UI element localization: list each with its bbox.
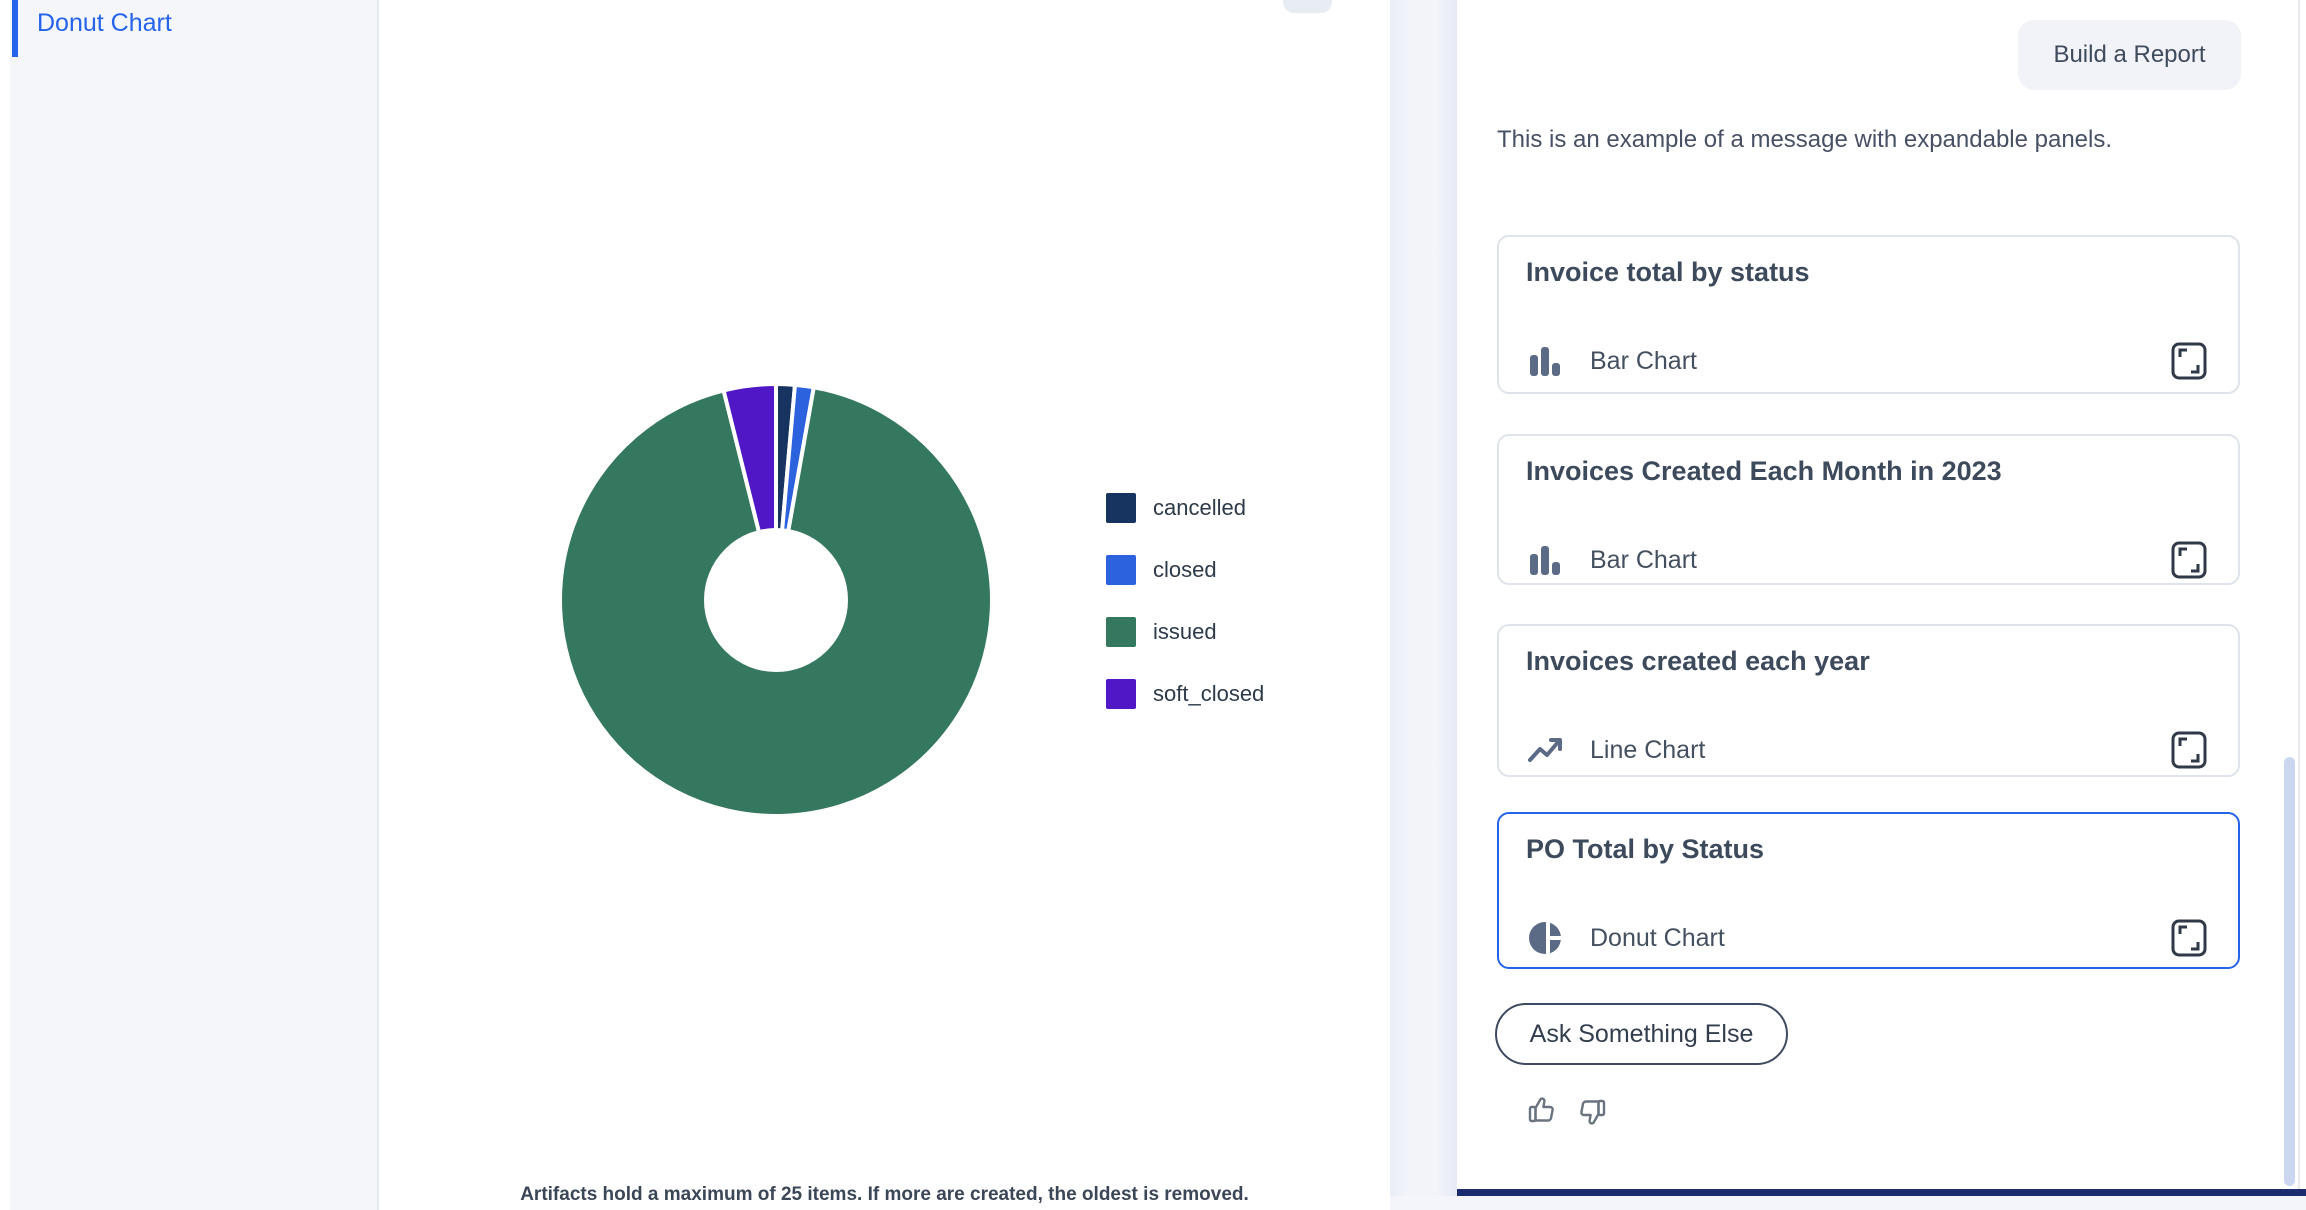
bar-chart-icon <box>1530 546 1560 575</box>
chat-input-top-border <box>1457 1189 2306 1196</box>
message-feedback <box>1527 1093 1607 1129</box>
panel-gutter <box>1390 0 1457 1210</box>
card-title: Invoices Created Each Month in 2023 <box>1526 456 2002 486</box>
panel-card-invoice-total-by-status[interactable]: Invoice total by status Bar Chart <box>1497 235 2240 394</box>
sidebar-item-label: Donut Chart <box>37 9 172 37</box>
partial-toolbar-chip[interactable] <box>1283 0 1332 13</box>
expand-card-button[interactable] <box>2166 725 2212 775</box>
panel-card-invoices-each-month[interactable]: Invoices Created Each Month in 2023 Bar … <box>1497 434 2240 585</box>
card-chart-type: Line Chart <box>1590 735 1706 764</box>
expand-icon <box>2171 541 2207 579</box>
expand-card-button[interactable] <box>2166 535 2212 585</box>
panel-card-po-total-by-status[interactable]: PO Total by Status Donut Chart <box>1497 812 2240 969</box>
expand-icon <box>2171 919 2207 957</box>
legend-swatch-soft-closed <box>1106 679 1136 709</box>
ask-something-else-button[interactable]: Ask Something Else <box>1495 1003 1788 1065</box>
donut-hole <box>704 528 848 672</box>
thumbs-up-icon[interactable] <box>1527 1093 1559 1129</box>
card-chart-type: Bar Chart <box>1590 545 1697 574</box>
artifact-limit-note: Artifacts hold a maximum of 25 items. If… <box>520 1184 1249 1205</box>
artifact-sidebar: Donut Chart <box>10 0 379 1210</box>
expand-icon <box>2171 342 2207 380</box>
build-report-button[interactable]: Build a Report <box>2018 20 2241 90</box>
card-title: Invoices created each year <box>1526 646 1870 676</box>
legend-label: issued <box>1153 619 1217 644</box>
card-title: PO Total by Status <box>1526 834 1765 864</box>
legend-swatch-cancelled <box>1106 493 1136 523</box>
artifact-viewer: cancelled closed issued soft_closed Arti… <box>379 0 1390 1210</box>
bottom-strip <box>1390 1196 2306 1210</box>
legend-label: cancelled <box>1153 495 1246 520</box>
donut-chart-icon <box>1529 919 1564 957</box>
ask-something-else-label: Ask Something Else <box>1529 1019 1754 1048</box>
bar-chart-icon <box>1530 347 1560 376</box>
legend-item-issued[interactable]: issued <box>1106 617 1264 647</box>
chat-panel: Build a Report This is an example of a m… <box>1457 0 2306 1189</box>
build-report-label: Build a Report <box>2053 41 2206 68</box>
expand-card-button[interactable] <box>2166 336 2212 386</box>
card-chart-type: Bar Chart <box>1590 346 1697 375</box>
legend-label: soft_closed <box>1153 681 1265 706</box>
sidebar-item-donut-chart[interactable]: Donut Chart <box>10 0 377 57</box>
assistant-message: This is an example of a message with exp… <box>1497 126 2113 153</box>
active-item-indicator <box>12 0 18 57</box>
chart-legend: cancelled closed issued soft_closed <box>1106 493 1264 741</box>
legend-item-soft-closed[interactable]: soft_closed <box>1106 679 1264 709</box>
legend-swatch-closed <box>1106 555 1136 585</box>
card-chart-type: Donut Chart <box>1590 923 1725 952</box>
card-title: Invoice total by status <box>1526 257 1810 287</box>
expand-icon <box>2171 731 2207 769</box>
legend-item-closed[interactable]: closed <box>1106 555 1264 585</box>
scrollbar-thumb[interactable] <box>2284 757 2295 1186</box>
donut-chart[interactable] <box>556 380 996 820</box>
legend-swatch-issued <box>1106 617 1136 647</box>
line-chart-icon <box>1528 738 1562 762</box>
legend-item-cancelled[interactable]: cancelled <box>1106 493 1264 523</box>
thumbs-down-icon[interactable] <box>1575 1093 1607 1129</box>
expand-card-button[interactable] <box>2166 913 2212 963</box>
legend-label: closed <box>1153 557 1217 582</box>
scrollbar-track <box>2298 0 2300 1189</box>
panel-card-invoices-each-year[interactable]: Invoices created each year Line Chart <box>1497 624 2240 777</box>
